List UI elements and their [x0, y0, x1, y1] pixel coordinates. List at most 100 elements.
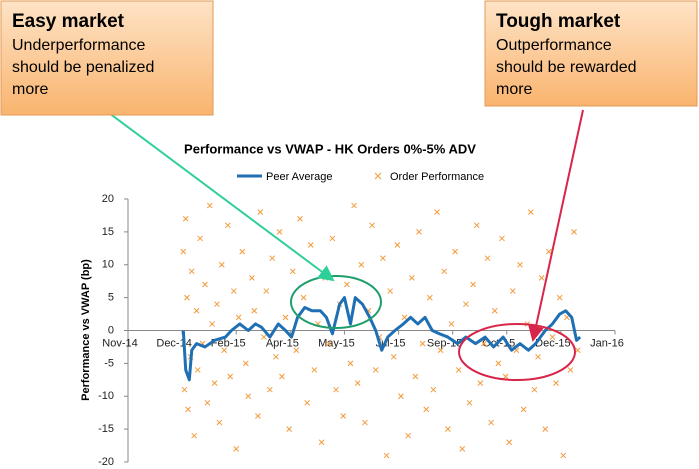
- marker-stroke: [571, 229, 577, 235]
- scatter-point: [499, 235, 505, 242]
- scatter-point: [300, 294, 307, 301]
- marker-stroke: [567, 367, 574, 373]
- marker-stroke: [249, 275, 255, 281]
- scatter-point: [251, 307, 258, 314]
- marker-stroke: [477, 380, 484, 386]
- scatter-point: [488, 419, 494, 426]
- marker-stroke: [185, 406, 191, 413]
- scatter-point: [180, 248, 187, 255]
- scatter-point: [362, 419, 368, 426]
- marker-stroke: [204, 399, 211, 406]
- scatter-point: [216, 419, 223, 426]
- scatter-point: [194, 367, 201, 373]
- marker-stroke: [224, 222, 231, 229]
- scatter-point: [193, 307, 200, 314]
- marker-stroke: [538, 275, 545, 281]
- scatter-point: [218, 261, 225, 268]
- scatter-point: [455, 367, 462, 373]
- marker-stroke: [520, 406, 527, 413]
- marker-stroke: [239, 248, 246, 255]
- marker-stroke: [542, 426, 549, 432]
- scatter-point: [197, 235, 204, 242]
- marker-stroke: [293, 347, 300, 354]
- scatter-point: [369, 222, 375, 229]
- scatter-point: [347, 360, 354, 367]
- scatter-point: [235, 314, 242, 321]
- scatter-point: [224, 222, 231, 229]
- annotation-text: Underperformance: [12, 37, 146, 54]
- scatter-point: [470, 281, 476, 288]
- scatter-point: [416, 229, 422, 235]
- marker-stroke: [193, 307, 200, 314]
- annotation-box: [484, 0, 698, 107]
- arrow: [528, 109, 584, 342]
- marker-stroke: [211, 380, 218, 386]
- y-tick-label: 0: [108, 324, 114, 336]
- scatter-point: [459, 445, 466, 452]
- scatter-point: [463, 301, 469, 308]
- marker-stroke: [412, 373, 419, 380]
- scatter-point: [387, 288, 393, 294]
- marker-stroke: [426, 294, 433, 301]
- marker-stroke: [289, 268, 296, 275]
- x-tick-label: Jan-16: [590, 337, 624, 349]
- marker-stroke: [372, 367, 379, 373]
- marker-stroke: [491, 307, 498, 314]
- scatter-point: [491, 307, 498, 314]
- scatter-point: [209, 321, 216, 327]
- y-tick-label: -10: [98, 390, 114, 402]
- scatter-point: [329, 235, 336, 242]
- x-tick-label: Nov-14: [102, 337, 137, 349]
- scatter-point: [354, 380, 361, 386]
- scatter-point: [477, 380, 484, 386]
- marker-stroke: [488, 419, 494, 426]
- scatter-point: [401, 314, 408, 321]
- scatter-point: [255, 413, 261, 419]
- scatter-point: [188, 268, 195, 275]
- scatter-point: [419, 340, 426, 347]
- marker-stroke: [218, 261, 225, 268]
- marker-stroke: [535, 353, 541, 360]
- marker-stroke: [230, 288, 237, 294]
- marker-stroke: [362, 419, 368, 426]
- marker-stroke: [184, 294, 190, 301]
- scatter-point: [233, 445, 240, 452]
- scatter-point: [380, 255, 386, 262]
- marker-stroke: [574, 347, 581, 354]
- annotation-text: should be rewarded: [496, 59, 637, 76]
- y-tick-label: -15: [98, 423, 114, 435]
- marker-stroke: [206, 202, 213, 209]
- x-tick-label: May-15: [318, 337, 355, 349]
- legend-swatch: [374, 172, 382, 180]
- marker-stroke: [387, 288, 393, 294]
- scatter-point: [452, 248, 458, 255]
- marker-stroke: [209, 321, 216, 327]
- marker-stroke: [263, 288, 270, 294]
- marker-stroke: [340, 413, 347, 419]
- scatter-point: [466, 399, 473, 406]
- scatter-point: [412, 373, 419, 380]
- marker-stroke: [430, 386, 437, 393]
- scatter-point: [227, 373, 234, 380]
- marker-stroke: [445, 426, 451, 432]
- marker-stroke: [481, 340, 487, 347]
- y-tick-label: 5: [108, 292, 114, 304]
- scatter-point: [538, 275, 545, 281]
- scatter-point: [257, 209, 264, 216]
- annotation-text: more: [496, 81, 533, 98]
- marker-stroke: [517, 261, 523, 268]
- scatter-point: [340, 413, 347, 419]
- highlight-ellipse: [458, 323, 576, 381]
- marker-stroke: [188, 268, 195, 275]
- marker-stroke: [506, 439, 513, 446]
- marker-stroke: [279, 373, 285, 380]
- scatter-point: [394, 242, 401, 248]
- marker-stroke: [553, 380, 559, 386]
- scatter-point: [333, 386, 339, 393]
- x-tick-label: Dec-15: [535, 337, 570, 349]
- marker-stroke: [531, 386, 538, 393]
- marker-stroke: [513, 347, 520, 354]
- scatter-point: [221, 347, 228, 354]
- marker-stroke: [180, 248, 187, 255]
